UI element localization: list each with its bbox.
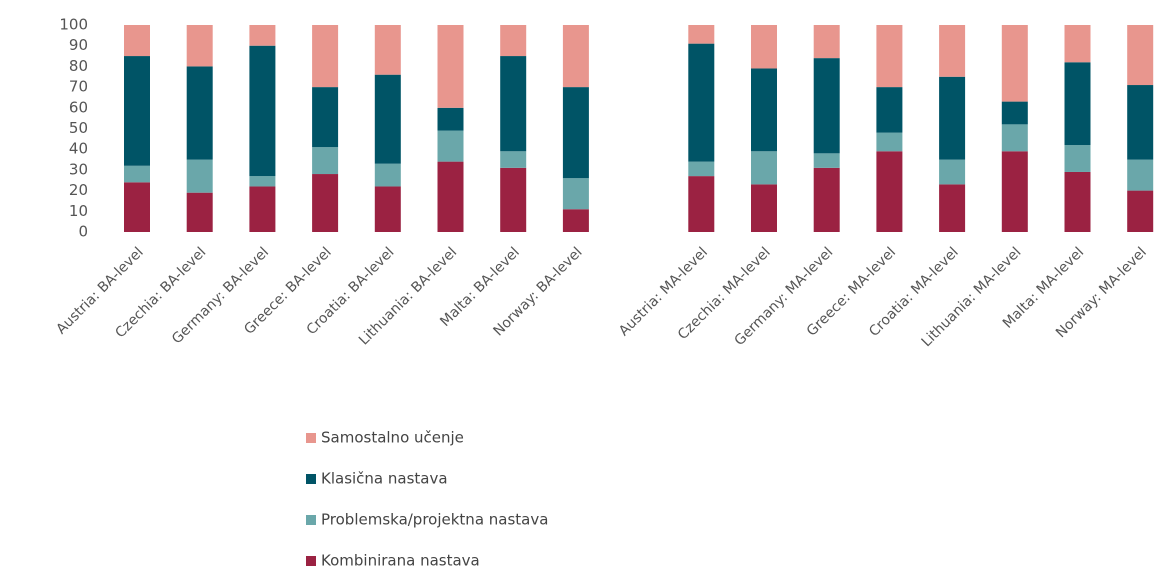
bar-segment	[688, 43, 715, 162]
bar-segment	[249, 176, 276, 187]
legend-label: Klasična nastava	[321, 470, 448, 488]
bar-segment	[374, 163, 401, 187]
bar-segment	[1064, 145, 1091, 172]
legend-swatch	[306, 433, 316, 443]
bar-segment	[1127, 190, 1154, 232]
y-tick-label: 30	[69, 160, 88, 178]
bar-segment	[1001, 25, 1028, 102]
bar-segment	[688, 176, 715, 232]
legend-swatch	[306, 556, 316, 566]
bar-segment	[562, 178, 589, 210]
bar-segment	[312, 174, 339, 232]
bar-segment	[939, 25, 966, 77]
bar-segment	[876, 25, 903, 88]
bar-segment	[1001, 151, 1028, 232]
bar-segment	[1001, 101, 1028, 125]
bar-segment	[374, 186, 401, 232]
bar-segment	[1064, 25, 1091, 63]
bar-segment	[751, 184, 777, 232]
legend-label: Samostalno učenje	[321, 429, 464, 447]
bar-segment	[751, 25, 777, 69]
bar-segment	[312, 25, 339, 88]
bar-segment	[437, 107, 464, 131]
bar-segment	[312, 87, 339, 148]
y-tick-label: 70	[69, 78, 88, 96]
bar-segment	[876, 87, 903, 133]
y-tick-label: 100	[59, 16, 88, 34]
y-tick-label: 0	[78, 223, 88, 241]
bar-segment	[939, 76, 966, 160]
bar-segment	[186, 66, 213, 160]
bar-segment	[751, 68, 777, 152]
bar-segment	[876, 151, 903, 232]
legend-label: Problemska/projektna nastava	[321, 511, 548, 529]
bar-segment	[374, 74, 401, 164]
y-tick-label: 90	[69, 36, 88, 54]
bar-segment	[562, 87, 589, 179]
bar-segment	[124, 165, 150, 183]
bar-segment	[374, 25, 401, 75]
bar-segment	[1127, 25, 1154, 86]
bar-segment	[249, 45, 276, 177]
bar-segment	[500, 167, 527, 232]
bar-segment	[500, 25, 527, 57]
bar-segment	[437, 161, 464, 232]
legend-swatch	[306, 515, 316, 525]
bar-segment	[939, 159, 966, 185]
bar-segment	[688, 25, 715, 44]
bar-segment	[124, 56, 150, 166]
bar-segment	[437, 130, 464, 162]
bar-segment	[500, 151, 527, 168]
bar-segment	[186, 192, 213, 232]
y-tick-label: 40	[69, 140, 88, 158]
bar-segment	[562, 25, 589, 88]
legend-label: Kombinirana nastava	[321, 552, 480, 567]
bar-segment	[813, 25, 840, 59]
bar-segment	[688, 161, 715, 177]
bar-segment	[813, 58, 840, 154]
bar-segment	[1127, 159, 1154, 191]
bar-segment	[813, 153, 840, 168]
bar-segment	[186, 25, 213, 67]
bar-segment	[751, 151, 777, 185]
y-tick-label: 80	[69, 57, 88, 75]
bar-segment	[124, 25, 150, 57]
bar-segment	[249, 25, 276, 46]
bar-segment	[813, 167, 840, 232]
legend-swatch	[306, 474, 316, 484]
bar-segment	[312, 147, 339, 175]
y-tick-label: 20	[69, 181, 88, 199]
bar-segment	[1127, 85, 1154, 160]
bar-segment	[1064, 171, 1091, 232]
bar-segment	[249, 186, 276, 232]
bar-segment	[500, 56, 527, 152]
bar-segment	[437, 25, 464, 108]
y-tick-label: 10	[69, 202, 88, 220]
y-tick-label: 60	[69, 98, 88, 116]
bar-segment	[124, 182, 150, 232]
bar-segment	[876, 132, 903, 152]
y-tick-label: 50	[69, 119, 88, 137]
bar-segment	[1064, 62, 1091, 146]
bar-segment	[1001, 124, 1028, 152]
bar-segment	[562, 209, 589, 232]
bar-segment	[939, 184, 966, 232]
bar-segment	[186, 159, 213, 193]
